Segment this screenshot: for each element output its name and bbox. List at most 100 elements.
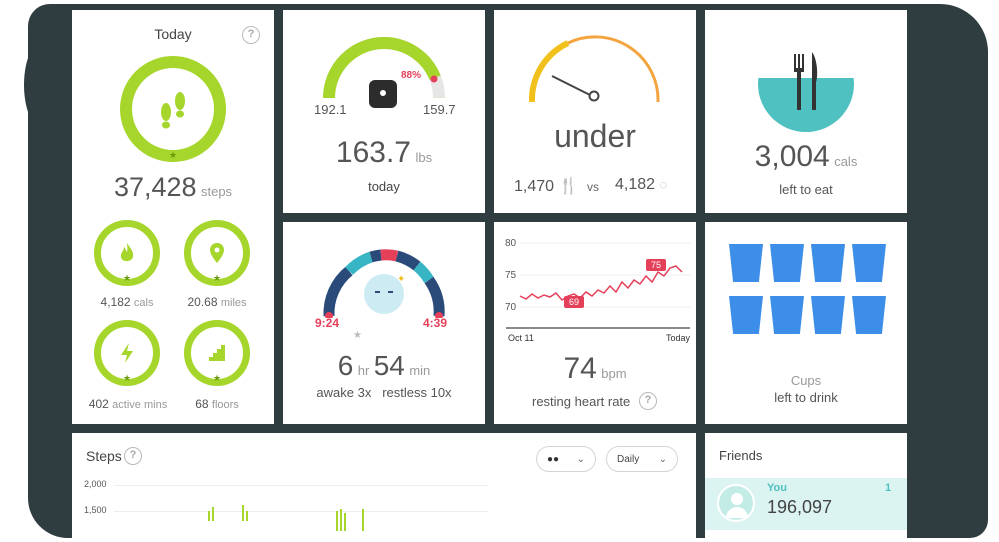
calories-eaten: 1,470 🍴 xyxy=(514,176,578,196)
heart-unit: bpm xyxy=(601,366,627,381)
heart-summary: 74 bpm xyxy=(494,352,696,386)
water-tile[interactable]: Cups left to drink xyxy=(705,222,907,424)
calorie-balance-tile[interactable]: under 1,470 🍴 vs 4,182 ◌ xyxy=(494,10,696,213)
steps-y-tick: 2,000 xyxy=(84,479,107,489)
sleep-hours: 6 xyxy=(337,350,354,381)
food-summary: 3,004 cals xyxy=(705,140,907,174)
floors-unit: floors xyxy=(211,399,239,411)
friends-title: Friends xyxy=(719,448,763,463)
water-cup-icon[interactable] xyxy=(852,244,886,282)
lightning-bolt-icon xyxy=(121,343,133,363)
food-plate xyxy=(758,36,854,132)
heart-x-end: Today xyxy=(666,333,691,343)
food-unit: cals xyxy=(834,154,858,169)
weight-percent: 88% xyxy=(401,70,422,81)
steps-summary: 37,428 steps xyxy=(72,172,274,203)
water-cup-icon[interactable] xyxy=(729,296,763,334)
weight-goal: 159.7 xyxy=(423,102,456,117)
distance-unit: miles xyxy=(220,297,247,309)
calories-ring[interactable]: ★ xyxy=(94,220,160,286)
food-tile[interactable]: 3,004 cals left to eat xyxy=(705,10,907,213)
water-cup-icon[interactable] xyxy=(811,296,845,334)
heart-label: resting heart rate xyxy=(532,394,631,409)
calorie-gauge xyxy=(528,35,660,103)
sleep-minutes-unit: min xyxy=(409,363,431,378)
steps-chart-help-icon[interactable]: ? xyxy=(124,447,142,465)
heart-y-tick: 80 xyxy=(505,238,517,249)
today-tile[interactable]: Today ? ★ 37,428 steps ★ 4,182 cals ★ 20… xyxy=(72,10,274,424)
water-cups-label: Cups xyxy=(790,373,822,388)
today-help-icon[interactable]: ? xyxy=(242,26,260,44)
floors-ring[interactable]: ★ xyxy=(184,320,250,386)
heart-high-badge: 75 xyxy=(646,259,667,271)
goal-star-icon: ★ xyxy=(122,273,132,283)
sleep-restless: restless 10x xyxy=(382,385,452,400)
steps-bar xyxy=(336,511,338,531)
sleep-tile[interactable]: ✦ ★ 9:24 4:39 6 hr 54 min awake 3x restl… xyxy=(283,222,485,424)
chevron-down-icon: ⌄ xyxy=(658,453,667,465)
sleep-awake: awake 3x xyxy=(316,385,372,400)
distance-stat: 20.68 miles xyxy=(172,295,262,309)
steps-metric-dropdown[interactable]: ●● ⌄ xyxy=(536,446,596,472)
heart-rate-tile[interactable]: 80 75 70 69 75 Oct 11 Today 74 bpm resti… xyxy=(494,222,696,424)
weight-summary: 163.7 lbs xyxy=(283,136,485,170)
water-cup-icon[interactable] xyxy=(729,244,763,282)
avatar xyxy=(717,484,755,522)
gauge-needle-icon xyxy=(588,90,600,102)
goal-star-icon: ★ xyxy=(122,373,132,383)
floors-value: 68 xyxy=(195,397,209,411)
footprints-icon: ●● xyxy=(547,453,560,465)
friend-steps: 196,097 xyxy=(767,497,833,517)
flame-icon xyxy=(120,243,134,262)
steps-period-value: Daily xyxy=(617,453,640,465)
steps-bar xyxy=(212,507,214,521)
friend-row[interactable]: You 1 196,097 xyxy=(705,478,907,530)
vs-label: vs xyxy=(587,180,599,194)
steps-bar xyxy=(344,513,346,531)
water-cup-icon[interactable] xyxy=(852,296,886,334)
friends-tile[interactable]: Friends You 1 196,097 xyxy=(705,433,907,542)
steps-ring[interactable]: ★ xyxy=(120,56,226,162)
weight-start: 192.1 xyxy=(314,102,347,117)
flame-icon: ◌ xyxy=(659,177,668,192)
star-icon: ★ xyxy=(353,330,362,341)
calories-burned-value: 4,182 xyxy=(615,176,656,193)
steps-y-tick: 1,500 xyxy=(84,505,107,515)
fork-knife-icon xyxy=(794,52,818,110)
steps-value: 37,428 xyxy=(113,172,197,202)
active-minutes-stat: 402 active mins xyxy=(72,397,184,411)
calories-unit: cals xyxy=(133,297,154,309)
steps-chart-tile[interactable]: Steps ? ●● ⌄ Daily ⌄ 2,000 1,500 xyxy=(72,433,696,542)
stairs-icon xyxy=(209,345,225,361)
goal-star-icon: ★ xyxy=(168,150,178,160)
steps-chart-title: Steps xyxy=(86,448,122,464)
water-label: left to drink xyxy=(774,390,838,405)
calories-stat: 4,182 cals xyxy=(82,295,172,309)
today-title: Today xyxy=(154,26,192,42)
active-minutes-ring[interactable]: ★ xyxy=(94,320,160,386)
heart-value: 74 xyxy=(563,352,597,385)
scale-icon xyxy=(369,80,397,108)
sleep-hours-unit: hr xyxy=(357,363,370,378)
weight-label: today xyxy=(368,179,400,194)
water-cup-icon[interactable] xyxy=(811,244,845,282)
chevron-down-icon: ⌄ xyxy=(576,453,585,465)
food-label: left to eat xyxy=(779,182,833,197)
calories-value: 4,182 xyxy=(100,295,131,309)
sleep-duration: 6 hr 54 min xyxy=(283,350,485,382)
calories-eaten-value: 1,470 xyxy=(514,178,555,195)
calories-burned: 4,182 ◌ xyxy=(615,176,667,194)
water-cup-icon[interactable] xyxy=(770,244,804,282)
distance-ring[interactable]: ★ xyxy=(184,220,250,286)
steps-bar xyxy=(362,509,364,531)
heart-x-start: Oct 11 xyxy=(508,333,534,343)
weight-gauge xyxy=(323,37,445,99)
heart-y-tick: 75 xyxy=(505,270,517,281)
water-cup-icon[interactable] xyxy=(770,296,804,334)
calorie-status: under xyxy=(554,118,636,154)
weight-tile[interactable]: 88% 192.1 159.7 163.7 lbs today xyxy=(283,10,485,213)
weight-value: 163.7 xyxy=(335,136,411,169)
heart-help-icon[interactable]: ? xyxy=(639,392,657,410)
steps-period-dropdown[interactable]: Daily ⌄ xyxy=(606,446,678,472)
sleep-end-time: 4:39 xyxy=(423,316,448,330)
